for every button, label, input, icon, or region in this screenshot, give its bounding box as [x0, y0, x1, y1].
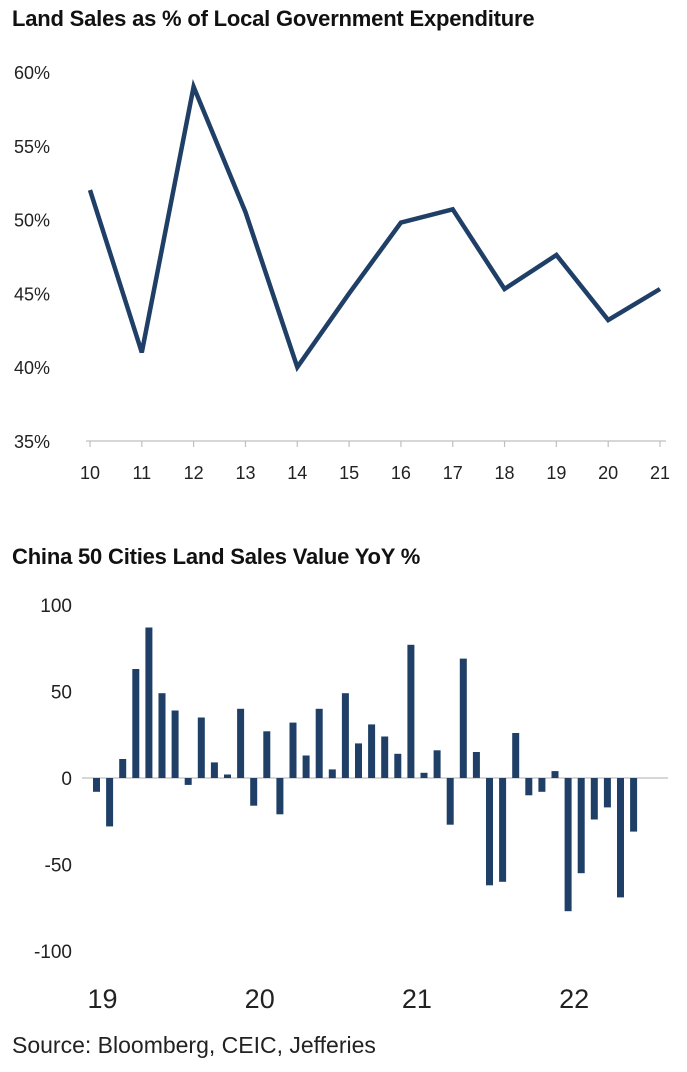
bar [341, 693, 349, 778]
bar [210, 762, 218, 778]
y-tick-label: 50% [14, 211, 50, 231]
bar [446, 778, 454, 825]
y-tick-label: 45% [14, 284, 50, 304]
bar [328, 769, 336, 779]
y-tick-label: 40% [14, 358, 50, 378]
y-tick-label: 35% [14, 432, 50, 452]
bar [525, 778, 533, 796]
y-tick-label: 0 [61, 769, 72, 790]
bar [617, 778, 624, 898]
bar [368, 724, 376, 778]
bar [420, 772, 428, 778]
series-line [87, 79, 662, 373]
bar [158, 693, 166, 778]
bar [433, 750, 441, 778]
x-tick-label: 16 [391, 463, 411, 483]
bar [224, 774, 231, 778]
x-year-label: 22 [559, 984, 589, 1014]
y-tick-label: 55% [14, 137, 50, 157]
bar [630, 778, 638, 832]
x-year-label: 20 [245, 984, 275, 1014]
bar [472, 752, 480, 778]
x-year-label: 21 [402, 984, 432, 1014]
x-tick-label: 14 [287, 463, 307, 483]
x-tick-label: 20 [598, 463, 618, 483]
bar [132, 669, 140, 778]
bar [394, 753, 402, 778]
line-chart: 60% 55% 50% 45% 40% 35% 10 11 12 13 14 15 16 17 18 19 20… [14, 63, 670, 483]
bar [512, 733, 520, 778]
bar [459, 658, 467, 778]
bar [499, 778, 507, 882]
x-tick-label: 21 [650, 463, 670, 483]
x-tick-label: 12 [184, 463, 204, 483]
bar-chart: 100 50 0 -50 -100 19 20 21 22 [34, 596, 668, 1014]
bar [276, 778, 284, 815]
x-year-label: 19 [87, 984, 117, 1014]
bar [289, 722, 297, 778]
bar [486, 778, 493, 886]
bar-chart-title: China 50 Cities Land Sales Value YoY % [12, 544, 421, 569]
bar [93, 778, 100, 792]
y-tick-label: -50 [45, 856, 72, 877]
x-tick-label: 17 [443, 463, 463, 483]
bar [603, 778, 611, 808]
x-tick-label: 19 [546, 463, 566, 483]
y-tick-label: 60% [14, 63, 50, 83]
bar [407, 644, 415, 778]
bar [302, 755, 310, 778]
x-tick-label: 11 [132, 463, 151, 483]
y-tick-label: 50 [51, 683, 72, 704]
bar [145, 627, 153, 778]
bar [106, 778, 114, 827]
bar [564, 778, 572, 912]
bar [315, 708, 323, 778]
bar [538, 778, 546, 792]
bar [237, 708, 245, 778]
source-note: Source: Bloomberg, CEIC, Jefferies [12, 1032, 376, 1058]
bar [577, 778, 585, 874]
x-tick-label: 18 [495, 463, 515, 483]
bar [184, 778, 192, 785]
x-tick-label: 13 [235, 463, 255, 483]
bar [250, 778, 258, 806]
x-tick-label: 10 [80, 463, 100, 483]
bar [551, 771, 559, 778]
x-tick-label: 15 [339, 463, 359, 483]
bar [171, 710, 179, 778]
bar [119, 759, 127, 778]
bar [197, 717, 205, 778]
bar [263, 731, 271, 778]
bar [381, 736, 389, 778]
y-tick-label: 100 [40, 596, 72, 617]
line-chart-title: Land Sales as % of Local Government Expe… [12, 6, 535, 31]
y-tick-label: -100 [34, 942, 72, 963]
bar [355, 743, 362, 778]
bar [590, 778, 598, 820]
